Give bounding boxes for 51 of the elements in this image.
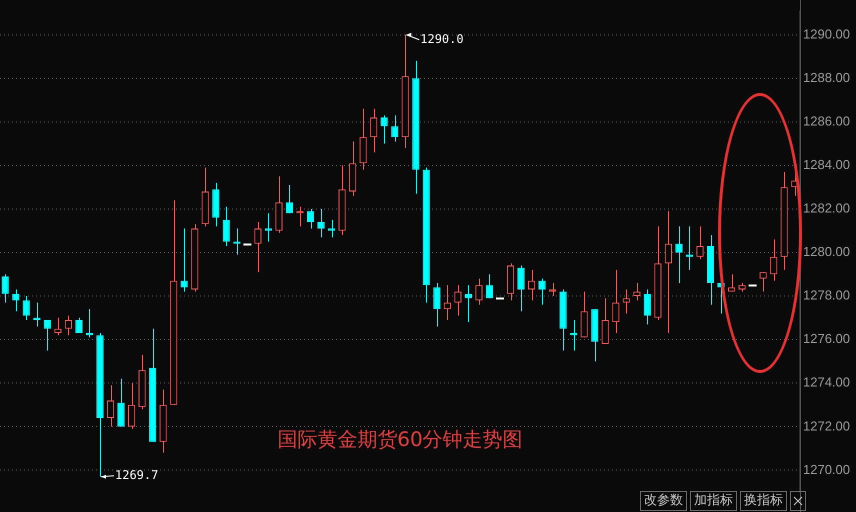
y-tick-label: 1288.00 (803, 70, 850, 85)
y-tick-label: 1286.00 (803, 113, 850, 128)
candlestick (117, 378, 125, 428)
candlestick (686, 226, 694, 270)
candlestick (602, 298, 609, 344)
y-tick-label: 1280.00 (803, 244, 850, 260)
y-tick-label: 1272.00 (803, 418, 850, 434)
candlestick (222, 206, 230, 246)
annotation: 1290.0 (420, 32, 464, 46)
y-tick-label: 1290.00 (803, 26, 850, 42)
candlestick (296, 206, 304, 227)
candlestick (433, 282, 440, 328)
candlestick (54, 317, 62, 336)
candlestick (633, 282, 640, 301)
candlestick (644, 289, 651, 325)
candlestick (75, 317, 83, 334)
candlestick (517, 265, 525, 312)
candlestick (622, 289, 630, 314)
candlestick (2, 274, 9, 304)
candlestick (675, 226, 683, 284)
candlestick (233, 228, 240, 256)
text: 国际黄金期货60分钟走势图 (276, 426, 524, 453)
candlestick (44, 319, 51, 351)
candlestick (180, 228, 188, 292)
y-tick-label: 1274.00 (803, 374, 850, 390)
text: 加指标 (690, 491, 737, 511)
candlestick (106, 384, 114, 428)
candlestick (317, 208, 325, 238)
y-tick-label: 1278.00 (803, 288, 850, 303)
candlestick (128, 382, 136, 430)
candlestick (538, 278, 546, 306)
candlestick (486, 274, 494, 299)
candlestick (475, 278, 483, 306)
y-tick-label: 1282.00 (803, 200, 850, 216)
candlestick (22, 296, 30, 320)
candlestick (770, 238, 778, 282)
candlestick (12, 289, 20, 312)
candlestick (760, 272, 767, 292)
y-tick-label: 1284.00 (803, 156, 850, 172)
text: 换指标 (740, 491, 787, 511)
candlestick (370, 108, 378, 153)
candlestick (444, 284, 451, 320)
candlestick (664, 210, 672, 334)
y-tick-label: 1270.00 (803, 462, 850, 477)
annotation: 1269.7 (115, 468, 158, 482)
candlestick (612, 269, 620, 334)
candlestick (380, 114, 388, 144)
candlestick (391, 114, 398, 142)
text: 改参数 (640, 491, 687, 511)
y-tick-label: 1276.00 (803, 331, 850, 346)
candlestick (254, 222, 262, 273)
